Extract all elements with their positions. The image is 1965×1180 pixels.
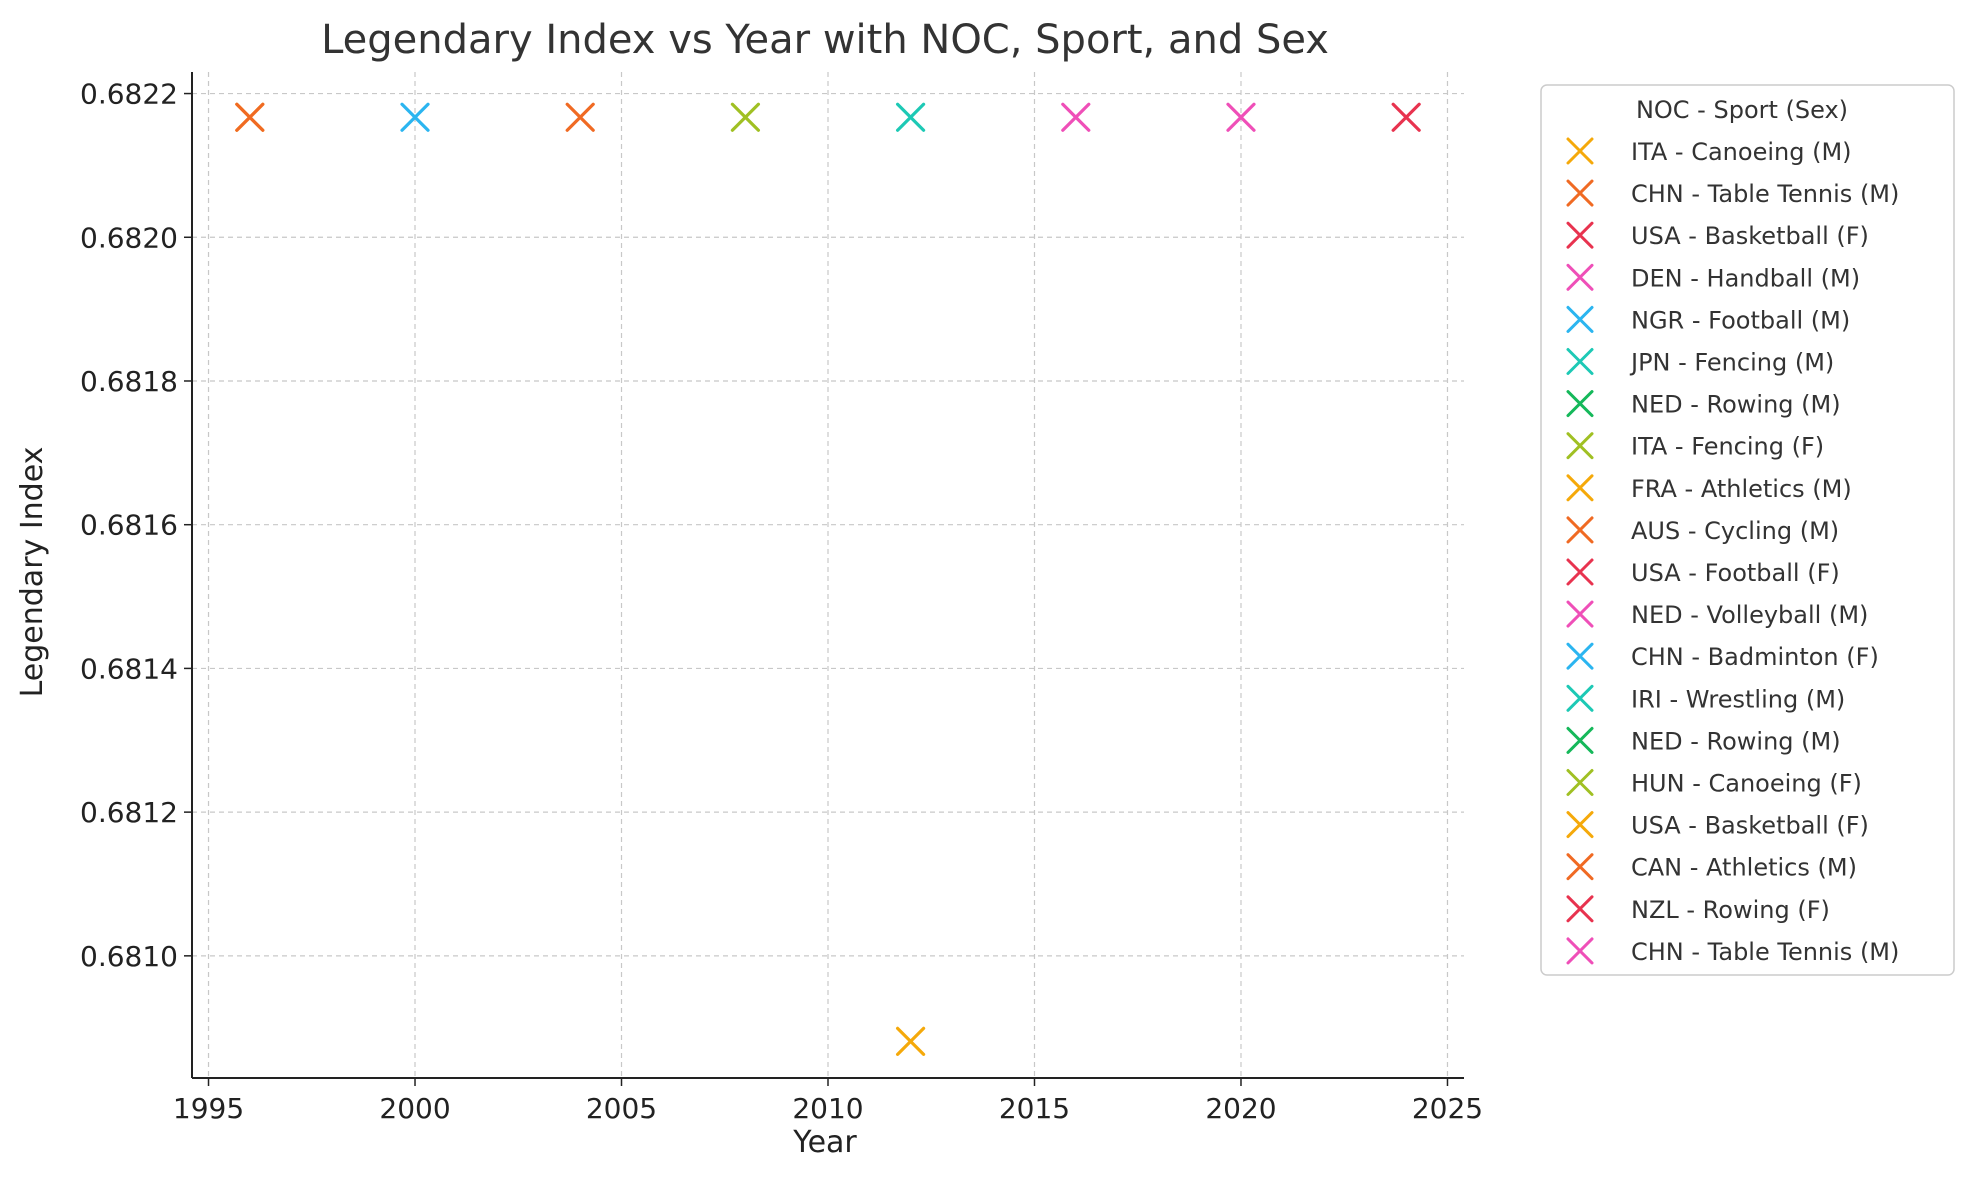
legend-label: ITA - Fencing (F) [1631,433,1824,461]
legend-label: DEN - Handball (M) [1631,264,1860,292]
legend-label: NED - Volleyball (M) [1631,601,1868,629]
legend-marker [1566,895,1594,923]
y-tick-label: 0.6818 [80,365,178,398]
legend-marker [1566,390,1594,418]
legend-entry: NGR - Football (M) [1566,305,1850,334]
legend-entry: FRA - Athletics (M) [1566,474,1852,503]
legend-marker [1566,516,1594,544]
legend-label: USA - Basketball (F) [1631,222,1869,250]
x-tick-label: 2025 [1412,1092,1483,1125]
x-tick-label: 1995 [173,1092,244,1125]
chart-title: Legendary Index vs Year with NOC, Sport,… [321,17,1329,63]
data-point [1391,102,1421,132]
data-point [895,1026,926,1056]
y-tick-label: 0.6820 [80,221,178,254]
legend-entry: ITA - Canoeing (M) [1566,137,1852,166]
legend-frame [1540,84,1955,976]
x-tick-label: 2010 [792,1092,863,1125]
legend-entry: IRI - Wrestling (M) [1566,684,1845,713]
data-point [400,102,430,132]
legend-label: CHN - Badminton (F) [1631,643,1879,671]
x-tick-label: 2020 [1205,1092,1276,1125]
legend-label: AUS - Cycling (M) [1631,517,1839,545]
legend-marker [1566,348,1594,375]
grid-lines [192,72,1464,1078]
legend-title: NOC - Sport (Sex) [1636,96,1848,124]
legend-entry: DEN - Handball (M) [1566,263,1860,292]
x-tick-label: 2000 [379,1092,450,1125]
legend-entry: JPN - Fencing (M) [1566,348,1834,377]
legend-entries: ITA - Canoeing (M) CHN - Table Tennis (M)… [1566,137,1899,966]
legend-marker [1566,558,1594,586]
legend-marker [1566,179,1594,207]
legend-label: HUN - Canoeing (F) [1631,770,1862,798]
legend-marker [1566,432,1594,460]
legend-entry: CAN - Athletics (M) [1566,853,1857,882]
legend-marker [1566,726,1594,754]
legend-marker [1566,263,1594,291]
legend-label: USA - Football (F) [1631,559,1840,587]
legend-entry: CHN - Badminton (F) [1566,642,1879,671]
legend-entry: NED - Rowing (M) [1566,390,1841,419]
y-tick-label: 0.6812 [80,796,178,829]
data-point [730,102,761,132]
legend-label: CHN - Table Tennis (M) [1631,938,1899,966]
legend-label: NGR - Football (M) [1631,306,1850,334]
y-axis-label: Legendary Index [15,447,50,698]
legend-entry: USA - Basketball (F) [1566,811,1869,840]
legend-marker [1566,600,1594,628]
legend-entry: NZL - Rowing (F) [1566,895,1830,924]
x-tick-label: 2005 [586,1092,657,1125]
legend-label: FRA - Athletics (M) [1631,475,1852,503]
legend: NOC - Sport (Sex) ITA - Canoeing (M) CHN … [1540,84,1955,976]
legend-entry: USA - Basketball (F) [1566,221,1869,250]
legend-marker [1566,853,1594,881]
y-axis-ticks: 0.6810 0.6812 0.6814 0.6816 0.6818 0.6820 0.68… [80,78,192,973]
legend-marker [1566,811,1594,839]
y-tick-label: 0.6814 [80,652,178,685]
legend-marker [1566,684,1594,712]
data-point [895,102,926,132]
legend-label: IRI - Wrestling (M) [1631,685,1845,713]
legend-label: NED - Rowing (M) [1631,727,1841,755]
legend-label: CHN - Table Tennis (M) [1631,180,1899,208]
legend-entry: ITA - Fencing (F) [1566,432,1824,461]
legend-marker [1566,937,1594,965]
x-axis-label: Year [792,1125,857,1160]
legend-marker [1566,769,1594,796]
legend-label: NZL - Rowing (F) [1631,896,1830,924]
legend-marker [1566,137,1594,165]
data-point [235,102,265,132]
data-points [235,102,1421,1056]
legend-label: NED - Rowing (M) [1631,391,1841,419]
y-tick-label: 0.6816 [80,509,178,542]
y-tick-label: 0.6810 [80,940,178,973]
legend-entry: CHN - Table Tennis (M) [1566,179,1899,208]
legend-marker [1566,642,1594,670]
legend-entry: AUS - Cycling (M) [1566,516,1839,545]
legend-entry: NED - Rowing (M) [1566,726,1841,755]
legend-entry: USA - Football (F) [1566,558,1840,587]
data-point [1226,102,1256,132]
legend-label: ITA - Canoeing (M) [1631,138,1852,166]
legend-entry: NED - Volleyball (M) [1566,600,1868,629]
legend-label: USA - Basketball (F) [1631,812,1869,840]
data-point [1061,102,1091,132]
legend-marker [1566,305,1594,333]
x-axis-ticks: 1995 2000 2005 2010 2015 2020 2025 [173,1078,1483,1125]
x-tick-label: 2015 [999,1092,1070,1125]
y-tick-label: 0.6822 [80,78,178,111]
legend-label: JPN - Fencing (M) [1629,349,1834,377]
data-point [565,102,595,132]
legend-entry: HUN - Canoeing (F) [1566,769,1862,798]
legend-label: CAN - Athletics (M) [1631,854,1857,882]
legend-marker [1566,474,1594,502]
legend-entry: CHN - Table Tennis (M) [1566,937,1899,966]
legend-marker [1566,221,1594,249]
